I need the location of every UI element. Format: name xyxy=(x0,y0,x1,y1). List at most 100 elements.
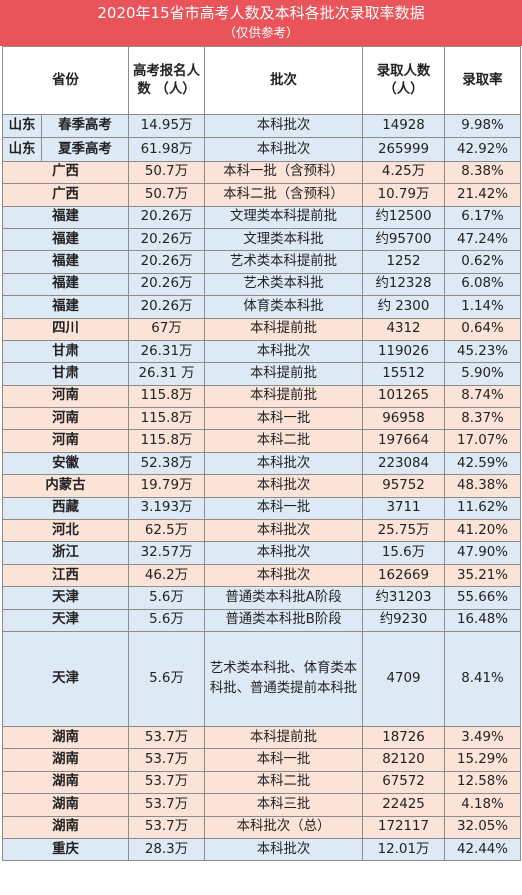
rate-cell: 4.18% xyxy=(444,793,521,817)
table-row: 江西 46.2万 本科批次 162669 35.21% xyxy=(2,563,521,588)
table-body: 山东 春季高考 14.95万 本科批次 14928 9.98% 山东 夏季高考 61.98万 本科… xyxy=(2,113,521,862)
applicants-cell: 20.26万 xyxy=(128,205,205,229)
table-row: 广西 50.7万 本科一批（含预科） 4.25万 8.38% xyxy=(2,160,521,185)
rate-cell: 8.38% xyxy=(444,160,521,185)
applicants-cell: 53.7万 xyxy=(128,725,205,750)
applicants-cell: 20.26万 xyxy=(128,295,205,319)
rate-cell: 1.14% xyxy=(444,295,521,319)
admitted-cell: 约95700 xyxy=(362,227,445,252)
rate-cell: 15.29% xyxy=(444,748,521,772)
province-name: 山东 xyxy=(4,138,42,161)
rate-cell: 9.98% xyxy=(444,113,521,139)
table-row: 河南 115.8万 本科二批 197664 17.07% xyxy=(2,429,521,453)
table-row: 甘肃 26.31万 本科批次 119026 45.23% xyxy=(2,339,521,364)
batch-cell: 本科三批 xyxy=(204,793,363,817)
table-row: 山东 夏季高考 61.98万 本科批次 265999 42.92% xyxy=(2,137,521,162)
batch-cell: 文理类本科提前批 xyxy=(204,205,363,229)
applicants-cell: 50.7万 xyxy=(128,160,205,185)
province-cell: 湖南 xyxy=(2,815,129,839)
applicants-cell: 14.95万 xyxy=(128,113,205,139)
table-row: 西藏 3.193万 本科一批 3711 11.62% xyxy=(2,496,521,521)
rate-cell: 42.92% xyxy=(444,137,521,162)
admitted-cell: 18726 xyxy=(362,725,445,750)
rate-cell: 16.48% xyxy=(444,608,521,632)
admitted-cell: 96958 xyxy=(362,407,445,431)
province-cell: 天津 xyxy=(2,586,129,610)
admitted-cell: 4709 xyxy=(362,630,445,727)
province-cell: 河南 xyxy=(2,407,129,431)
admitted-cell: 172117 xyxy=(362,815,445,839)
batch-cell: 本科一批（含预科） xyxy=(204,160,363,185)
admitted-cell: 25.75万 xyxy=(362,519,445,543)
province-cell: 福建 xyxy=(2,272,129,297)
table-row: 河南 115.8万 本科提前批 101265 8.74% xyxy=(2,384,521,409)
province-cell: 浙江 xyxy=(2,541,129,565)
rate-cell: 0.62% xyxy=(444,250,521,274)
applicants-cell: 20.26万 xyxy=(128,227,205,252)
batch-cell: 本科批次 xyxy=(204,451,363,476)
admitted-cell: 10.79万 xyxy=(362,183,445,207)
applicants-cell: 115.8万 xyxy=(128,407,205,431)
batch-cell: 本科二批 xyxy=(204,770,363,795)
province-name: 山东 xyxy=(4,115,42,137)
batch-cell: 本科批次 xyxy=(204,837,363,862)
rate-cell: 47.24% xyxy=(444,227,521,252)
table-row: 福建 20.26万 文理类本科批 约95700 47.24% xyxy=(2,227,521,252)
batch-cell: 本科批次（总） xyxy=(204,815,363,839)
rate-cell: 0.64% xyxy=(444,317,521,341)
rate-cell: 42.59% xyxy=(444,451,521,476)
admitted-cell: 265999 xyxy=(362,137,445,162)
applicants-cell: 50.7万 xyxy=(128,183,205,207)
header-applicants: 高考报名人 数 （人） xyxy=(128,46,205,115)
batch-cell: 体育类本科批 xyxy=(204,295,363,319)
applicants-cell: 53.7万 xyxy=(128,793,205,817)
table-row: 福建 20.26万 体育类本科批约 2300 1.14% xyxy=(2,295,521,319)
admitted-cell: 3711 xyxy=(362,496,445,521)
admitted-cell: 约9230 xyxy=(362,608,445,632)
batch-cell: 普通类本科批B阶段 xyxy=(204,608,363,632)
rate-cell: 8.37% xyxy=(444,407,521,431)
applicants-cell: 26.31万 xyxy=(128,339,205,364)
applicants-cell: 5.6万 xyxy=(128,630,205,727)
exam-type: 春季高考 xyxy=(58,118,112,134)
header-province: 省份 xyxy=(2,46,129,115)
province-cell: 湖南 xyxy=(2,770,129,795)
batch-cell: 本科提前批 xyxy=(204,317,363,341)
table-row: 河北 62.5万 本科批次 25.75万 41.20% xyxy=(2,519,521,543)
table-title: 2020年15省市高考人数及本科各批次录取率数据 xyxy=(97,4,425,22)
rate-cell: 47.90% xyxy=(444,541,521,565)
province-cell: 福建 xyxy=(2,250,129,274)
rate-cell: 8.74% xyxy=(444,384,521,409)
header-batch: 批次 xyxy=(204,46,363,115)
batch-cell: 本科二批（含预科） xyxy=(204,183,363,207)
rate-cell: 35.21% xyxy=(444,563,521,588)
applicants-cell: 5.6万 xyxy=(128,608,205,632)
admitted-cell: 95752 xyxy=(362,474,445,498)
applicants-cell: 26.31 万 xyxy=(128,362,205,386)
province-cell: 湖南 xyxy=(2,748,129,772)
admitted-cell: 197664 xyxy=(362,429,445,453)
table-row: 四川 67万 本科提前批 4312 0.64% xyxy=(2,317,521,341)
rate-cell: 41.20% xyxy=(444,519,521,543)
batch-cell: 艺术类本科提前批 xyxy=(204,250,363,274)
rate-cell: 6.17% xyxy=(444,205,521,229)
admitted-cell: 67572 xyxy=(362,770,445,795)
province-cell: 甘肃 xyxy=(2,339,129,364)
batch-cell: 本科一批 xyxy=(204,748,363,772)
table-row: 湖南 53.7万 本科二批 67572 12.58% xyxy=(2,770,521,795)
table-row: 天津 5.6万 艺术类本科批、体育类本科批、普通类提前本科批 4709 8.41% xyxy=(2,630,521,727)
province-cell: 天津 xyxy=(2,608,129,632)
admitted-cell: 约12328 xyxy=(362,272,445,297)
applicants-cell: 5.6万 xyxy=(128,586,205,610)
province-cell: 西藏 xyxy=(2,496,129,521)
batch-cell: 本科批次 xyxy=(204,113,363,139)
table-row: 内蒙古 19.79万 本科批次 95752 48.38% xyxy=(2,474,521,498)
applicants-cell: 61.98万 xyxy=(128,137,205,162)
batch-cell: 艺术类本科批、体育类本科批、普通类提前本科批 xyxy=(204,630,363,727)
province-cell: 福建 xyxy=(2,295,129,319)
province-cell: 天津 xyxy=(2,630,129,727)
title-banner: 2020年15省市高考人数及本科各批次录取率数据 （仅供参考） xyxy=(0,0,522,46)
province-cell: 江西 xyxy=(2,563,129,588)
applicants-cell: 62.5万 xyxy=(128,519,205,543)
